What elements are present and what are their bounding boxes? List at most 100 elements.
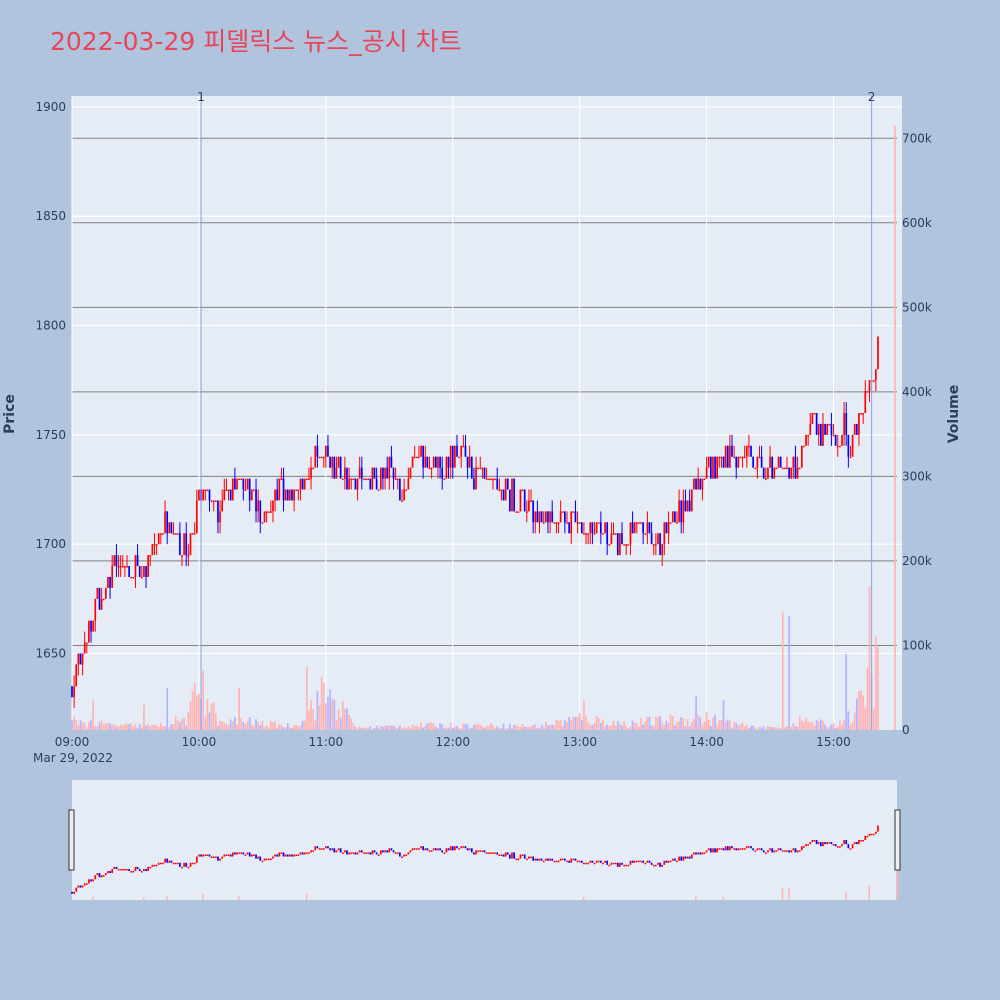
candle-body [187, 555, 190, 557]
candle-body [597, 522, 600, 524]
slider-candle [128, 868, 130, 872]
range-slider-left-handle[interactable] [68, 809, 75, 871]
candle-body [140, 576, 143, 579]
volume-bar [278, 724, 281, 730]
slider-candle [411, 848, 414, 851]
slider-candle [331, 848, 334, 851]
volume-bar [138, 724, 141, 730]
slider-candle [767, 850, 769, 853]
slider-candle [185, 862, 188, 867]
volume-bar [244, 724, 247, 730]
slider-candle [619, 862, 621, 867]
slider-candle [820, 842, 822, 847]
candle-body [314, 445, 317, 468]
volume-bar [250, 724, 253, 730]
volume-bar [765, 728, 767, 730]
volume-bar [629, 726, 632, 730]
slider-candle [858, 840, 860, 845]
slider-candle [98, 873, 101, 878]
volume-bar [210, 703, 213, 730]
slider-candle [335, 850, 338, 853]
volume-bar [663, 725, 666, 730]
slider-candle [676, 860, 678, 863]
y-tick-label: 1650 [35, 646, 66, 660]
range-slider-right-handle[interactable] [894, 809, 901, 871]
slider-candle [360, 850, 363, 853]
candle-body [591, 522, 594, 534]
candle-body [191, 533, 194, 535]
slider-candle [792, 848, 795, 851]
slider-candle [126, 868, 128, 871]
range-slider[interactable] [72, 780, 897, 900]
candle-body [346, 467, 348, 490]
slider-candle [449, 846, 452, 851]
volume-bar [574, 716, 577, 730]
candle-body [608, 544, 611, 546]
volume-bar [468, 728, 471, 730]
candle-body [83, 642, 86, 654]
volume-bar [206, 699, 209, 730]
slider-candle [777, 848, 780, 851]
volume-bar [420, 722, 422, 730]
volume-bar [688, 726, 691, 730]
candle-body [707, 456, 710, 468]
volume-bar [860, 690, 862, 730]
slider-candle [234, 852, 236, 855]
volume-bar [132, 726, 135, 730]
candle-body [71, 686, 73, 698]
volume-bar [409, 728, 412, 730]
slider-candle [358, 850, 361, 853]
slider-candle [779, 848, 782, 851]
volume-bar [528, 726, 530, 730]
volume-bar [322, 683, 325, 730]
slider-candle [824, 842, 826, 845]
volume-bar [680, 717, 683, 730]
volume-bar [454, 726, 456, 730]
candle-body [79, 653, 82, 665]
candle-body [382, 467, 384, 479]
slider-candle [418, 848, 420, 850]
slider-candle [420, 846, 422, 849]
volume-bar [341, 700, 344, 730]
volume-bar [71, 720, 73, 730]
candle-body [399, 478, 401, 501]
volume-bar [195, 695, 198, 730]
candle-body [441, 467, 444, 479]
slider-candle [621, 862, 623, 865]
candle-body [215, 500, 217, 502]
candle-body [185, 533, 188, 556]
slider-candle [447, 848, 450, 851]
candle-body [333, 456, 336, 479]
candle-body [494, 478, 496, 481]
candle-body [839, 445, 841, 448]
slider-candle [132, 871, 135, 873]
candle-body [147, 555, 149, 577]
slider-candle [451, 846, 454, 851]
slider-candle [145, 868, 147, 872]
slider-candle [460, 846, 463, 849]
candle-body [695, 478, 697, 490]
candle-body [635, 522, 638, 524]
slider-candle [109, 871, 111, 874]
slider-candle [77, 885, 80, 888]
volume-bar [773, 727, 776, 730]
volume-bar [401, 728, 403, 730]
main-plot-area[interactable] [72, 96, 902, 730]
candle-body [718, 456, 721, 459]
candle-body [217, 500, 219, 523]
volume-bar [525, 726, 528, 730]
candle-body [231, 478, 234, 501]
slider-candle [509, 854, 511, 859]
volume-bar [221, 721, 224, 730]
slider-candle [242, 852, 245, 855]
volume-bar [555, 719, 558, 730]
volume-bar [726, 719, 729, 730]
candle-body [580, 522, 583, 534]
slider-candle [714, 848, 716, 853]
candle-body [877, 336, 879, 370]
slider-candle [441, 850, 444, 853]
candle-body [202, 489, 204, 501]
candle-body [341, 478, 344, 481]
y2-tick-label: 600k [902, 216, 932, 230]
